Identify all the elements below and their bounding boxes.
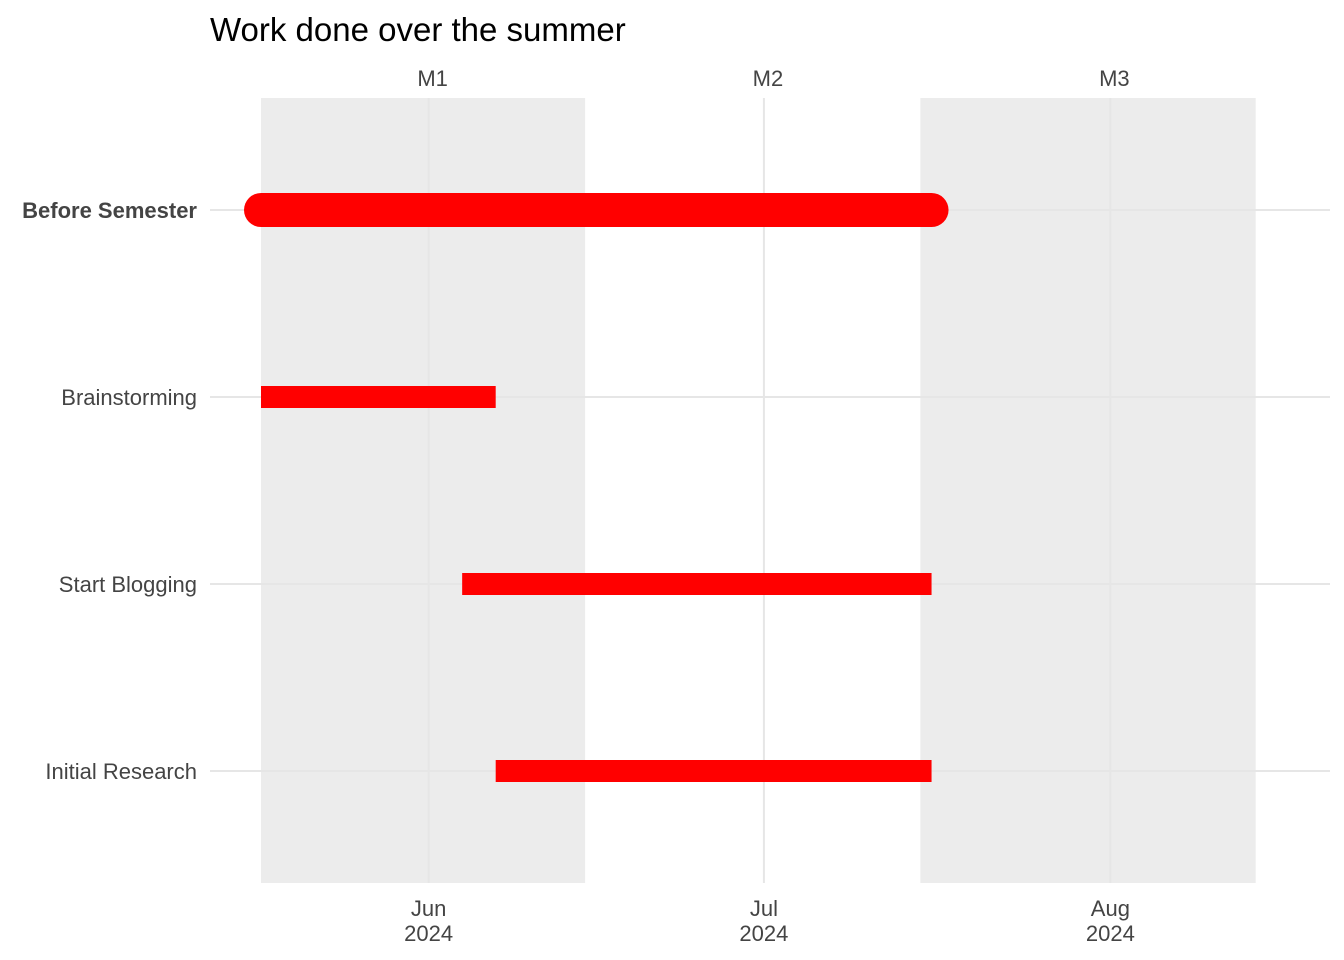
x-tick-label-month: Aug bbox=[1091, 896, 1130, 921]
x-tick-label-month: Jul bbox=[750, 896, 778, 921]
band-m1 bbox=[261, 98, 586, 883]
x-tick-label-year: 2024 bbox=[404, 921, 453, 946]
task-label-before-semester: Before Semester bbox=[22, 198, 197, 223]
band-label-m2: M2 bbox=[753, 66, 784, 91]
band-m3 bbox=[920, 98, 1256, 883]
x-tick-label-year: 2024 bbox=[739, 921, 788, 946]
task-label-initial-research: Initial Research bbox=[45, 759, 197, 784]
period-bands bbox=[261, 98, 1256, 883]
bar-initial-research bbox=[495, 760, 932, 782]
task-label-brainstorming: Brainstorming bbox=[61, 385, 197, 410]
task-bars bbox=[244, 193, 949, 782]
band-label-m3: M3 bbox=[1099, 66, 1130, 91]
task-label-start-blogging: Start Blogging bbox=[59, 572, 197, 597]
chart-title: Work done over the summer bbox=[210, 11, 626, 48]
bar-start-blogging bbox=[462, 573, 932, 595]
band-label-m1: M1 bbox=[417, 66, 448, 91]
bar-brainstorming bbox=[261, 386, 496, 408]
x-tick-label-year: 2024 bbox=[1086, 921, 1135, 946]
band-labels: M1 M2 M3 bbox=[417, 66, 1129, 91]
task-labels: Before Semester Brainstorming Start Bloggi… bbox=[22, 198, 197, 784]
x-tick-label-month: Jun bbox=[411, 896, 446, 921]
